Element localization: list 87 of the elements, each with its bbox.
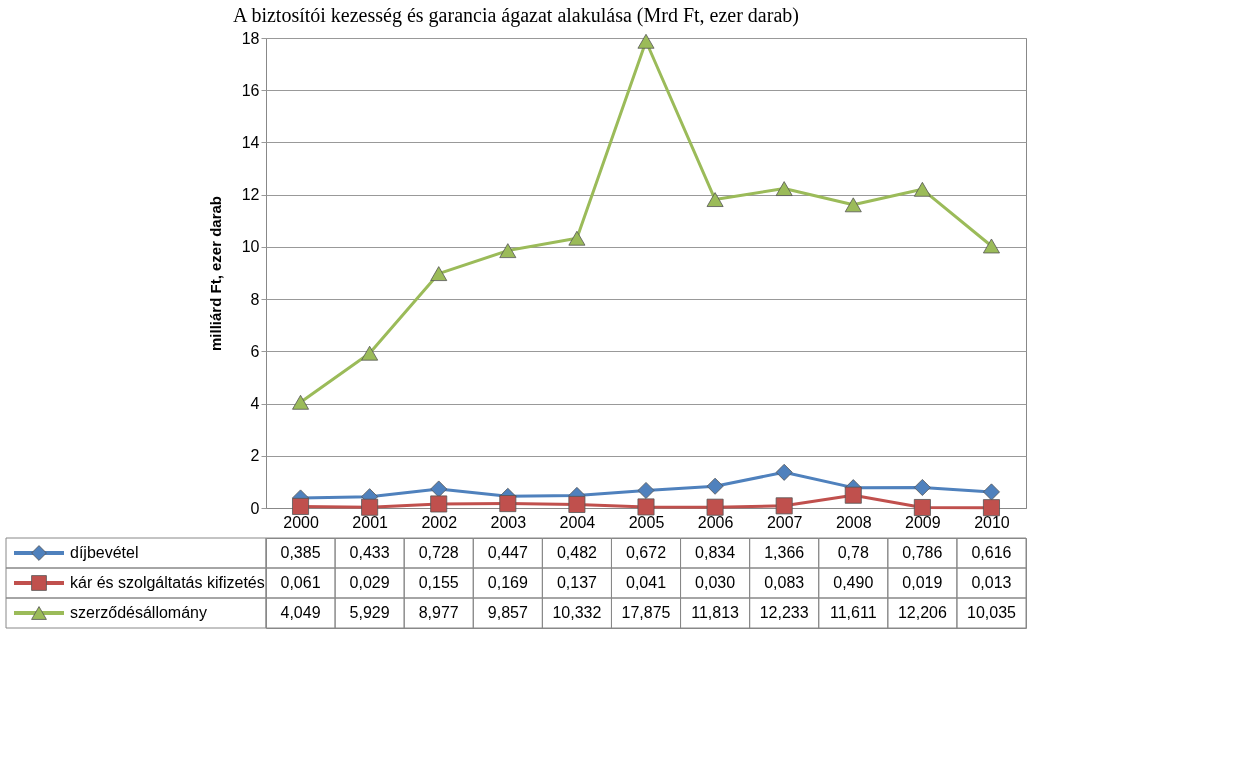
x-tick-label: 2003: [490, 513, 527, 531]
x-tick-label: 2007: [766, 513, 803, 531]
data-label: 0,672: [625, 544, 667, 561]
x-tick-label: 2005: [628, 513, 665, 531]
data-label: 0,482: [556, 544, 598, 561]
point: [844, 486, 862, 504]
data-label: 0,447: [487, 544, 528, 561]
data-label: 5,929: [349, 604, 390, 621]
point: [568, 495, 586, 513]
point: [982, 483, 1000, 501]
point: [913, 479, 931, 496]
point: [706, 192, 724, 207]
data-label: 8,977: [418, 604, 459, 621]
point: [844, 197, 862, 213]
x-tick-label: 2002: [421, 513, 458, 531]
point: [568, 230, 586, 246]
data-label: 1,366: [764, 544, 805, 561]
y-tick-label: 16: [241, 81, 260, 99]
y-axis-title: milliárd Ft, ezer darab: [206, 195, 224, 352]
point: [637, 33, 655, 49]
data-label: 0,490: [833, 574, 874, 591]
y-tick-label: 4: [250, 395, 260, 413]
data-label: 10,035: [966, 604, 1017, 621]
data-label: 17,875: [621, 604, 671, 621]
point: [430, 495, 448, 513]
point: [706, 477, 724, 495]
data-label: 0,083: [764, 574, 805, 591]
data-label: 0,137: [556, 574, 598, 591]
y-tick-label: 14: [241, 133, 260, 151]
point: [775, 463, 793, 481]
point: [637, 481, 655, 499]
data-label: 0,019: [902, 574, 943, 591]
data-label: 11,611: [829, 604, 877, 621]
point: [361, 345, 379, 361]
data-label: 0,433: [349, 544, 390, 561]
data-label: 11,813: [691, 604, 740, 621]
y-tick-label: 8: [250, 290, 260, 308]
point: [292, 497, 310, 515]
point: [982, 238, 1000, 254]
legend-label: kár és szolgáltatás kifizetés: [70, 574, 265, 591]
data-label: 0,155: [418, 574, 459, 591]
point: [361, 498, 379, 516]
legend-label: díjbevétel: [70, 544, 139, 561]
point: [775, 181, 793, 196]
x-tick-label: 2001: [352, 513, 389, 531]
x-tick-label: 2004: [559, 513, 596, 531]
point: [499, 243, 517, 258]
chart-title: A biztosítói kezesség és garancia ágazat alakulása (Mrd Ft, ezer darab): [233, 3, 799, 27]
data-label: 0,616: [971, 544, 1012, 561]
point: [706, 498, 724, 516]
legend-label: szerződésállomány: [70, 604, 207, 621]
point: [913, 499, 931, 516]
data-label: 0,041: [625, 574, 667, 591]
data-label: 0,061: [280, 574, 321, 591]
point: [775, 497, 793, 515]
data-label: 0,728: [418, 544, 459, 561]
data-label: 0,029: [349, 574, 390, 591]
point: [637, 498, 655, 516]
point: [499, 495, 517, 513]
y-tick-label: 18: [241, 29, 260, 47]
y-tick-label: 10: [241, 238, 260, 256]
data-label: 0,169: [487, 574, 528, 591]
data-label: 0,78: [837, 544, 869, 561]
data-label: 12,206: [897, 604, 947, 621]
data-label: 0,385: [280, 544, 321, 561]
x-tick-label: 2008: [835, 513, 872, 531]
data-label: 4,049: [280, 604, 321, 621]
x-tick-label: 2000: [283, 513, 319, 531]
data-label: 0,013: [971, 574, 1012, 591]
point: [982, 499, 1000, 517]
x-tick-label: 2009: [905, 513, 941, 531]
data-label: 10,332: [552, 604, 602, 621]
data-label: 0,030: [695, 574, 736, 591]
y-tick-label: 12: [241, 186, 260, 204]
point: [430, 480, 448, 498]
x-tick-label: 2006: [697, 513, 734, 531]
y-tick-label: 0: [250, 499, 260, 517]
point: [430, 266, 448, 281]
point: [913, 181, 931, 197]
data-label: 0,834: [695, 544, 736, 561]
point: [292, 394, 310, 410]
data-label: 9,857: [487, 604, 528, 621]
data-label: 12,233: [759, 604, 809, 621]
x-tick-label: 2010: [974, 513, 1010, 531]
data-label: 0,786: [902, 544, 943, 561]
y-tick-label: 6: [250, 342, 260, 360]
y-tick-label: 2: [250, 447, 260, 465]
